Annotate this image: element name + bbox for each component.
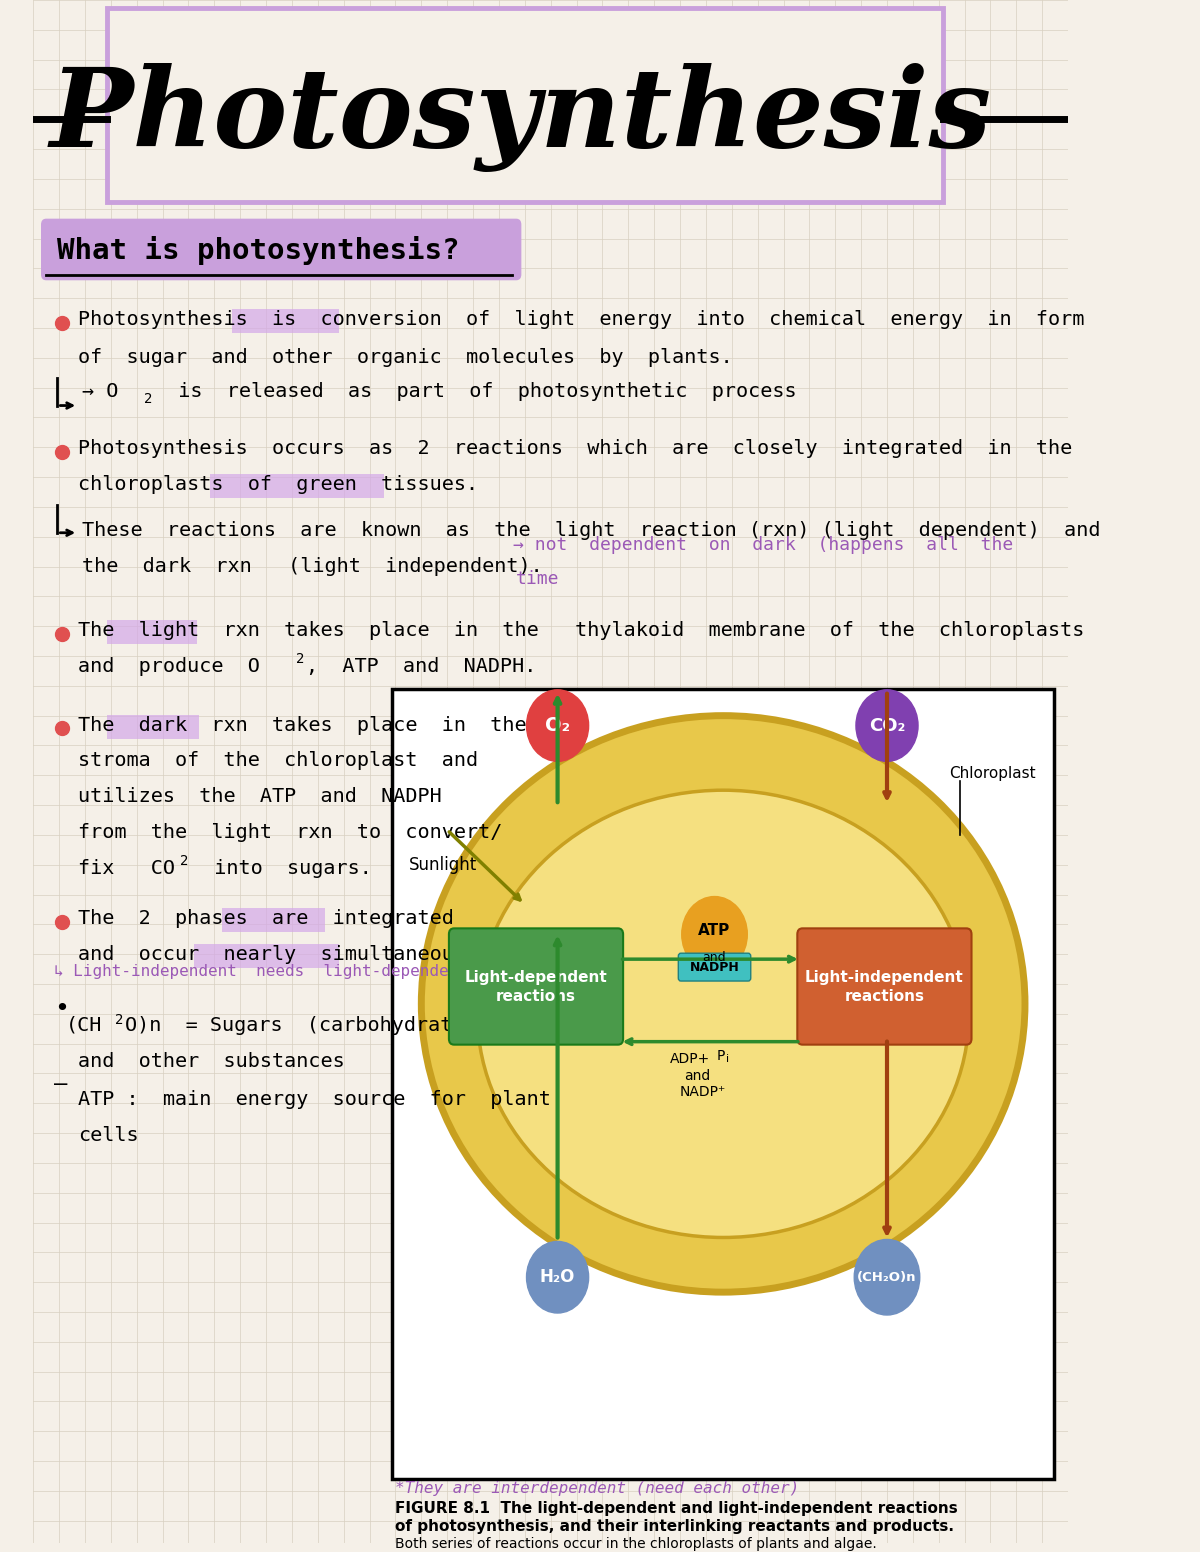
FancyBboxPatch shape	[108, 714, 199, 739]
Text: and: and	[684, 1068, 710, 1082]
Text: cells: cells	[78, 1127, 139, 1145]
Text: The  dark  rxn  takes  place  in  the: The dark rxn takes place in the	[78, 715, 527, 734]
Text: FIGURE 8.1  The light-dependent and light-independent reactions: FIGURE 8.1 The light-dependent and light…	[396, 1501, 958, 1516]
Text: ↳ Light-independent  needs  light-dependent: ↳ Light-independent needs light-dependen…	[54, 964, 468, 979]
Text: time: time	[516, 571, 559, 588]
Text: O₂: O₂	[545, 715, 570, 736]
Text: 2: 2	[180, 854, 188, 868]
Text: chloroplasts  of  green  tissues.: chloroplasts of green tissues.	[78, 475, 479, 494]
Text: into  sugars.: into sugars.	[191, 858, 372, 878]
Text: O)n  = Sugars  (carbohydrates: O)n = Sugars (carbohydrates	[125, 1017, 476, 1035]
Text: 2: 2	[115, 1013, 124, 1027]
FancyBboxPatch shape	[392, 689, 1055, 1479]
Text: ADP+: ADP+	[670, 1052, 710, 1066]
Text: and  occur  nearly  simultaneously: and occur nearly simultaneously	[78, 945, 491, 964]
FancyBboxPatch shape	[193, 944, 340, 968]
Text: → O: → O	[82, 382, 118, 400]
Text: –: –	[54, 1074, 94, 1094]
FancyBboxPatch shape	[222, 908, 325, 933]
Text: (CH: (CH	[66, 1017, 102, 1035]
Text: of  sugar  and  other  organic  molecules  by  plants.: of sugar and other organic molecules by …	[78, 348, 733, 366]
Text: Light-dependent
reactions: Light-dependent reactions	[464, 970, 607, 1004]
Text: ATP: ATP	[698, 923, 731, 937]
FancyBboxPatch shape	[233, 309, 340, 334]
Text: •: •	[54, 996, 68, 1021]
Circle shape	[854, 1240, 919, 1315]
Circle shape	[682, 897, 748, 972]
FancyBboxPatch shape	[797, 928, 972, 1044]
Text: of photosynthesis, and their interlinking reactants and products.: of photosynthesis, and their interlinkin…	[396, 1519, 954, 1533]
Circle shape	[527, 1242, 589, 1313]
Text: → not  dependent  on  dark  (happens  all  the: → not dependent on dark (happens all the	[512, 535, 1013, 554]
Text: (CH₂O)n: (CH₂O)n	[857, 1271, 917, 1284]
Text: The  light  rxn  takes  place  in  the   thylakoid  membrane  of  the  chloropla: The light rxn takes place in the thylako…	[78, 621, 1085, 641]
Text: These  reactions  are  known  as  the  light  reaction (rxn) (light  dependent) : These reactions are known as the light r…	[82, 521, 1100, 540]
Circle shape	[527, 689, 589, 762]
Text: and  produce  O: and produce O	[78, 656, 260, 677]
Text: The  2  phases  are  integrated: The 2 phases are integrated	[78, 909, 454, 928]
Text: ATP :  main  energy  source  for  plant: ATP : main energy source for plant	[78, 1091, 551, 1110]
Text: 2: 2	[144, 391, 152, 405]
Text: Photosynthesis  is  conversion  of  light  energy  into  chemical  energy  in  f: Photosynthesis is conversion of light en…	[78, 310, 1085, 329]
Text: P: P	[716, 1049, 725, 1063]
Text: fix   CO: fix CO	[78, 858, 175, 878]
Ellipse shape	[478, 790, 968, 1237]
Text: NADP⁺: NADP⁺	[680, 1085, 726, 1099]
Text: Light-independent
reactions: Light-independent reactions	[805, 970, 964, 1004]
Text: Photosynthesis: Photosynthesis	[49, 62, 991, 172]
Text: *They are interdependent (need each other): *They are interdependent (need each othe…	[396, 1481, 799, 1496]
Text: and  other  substances: and other substances	[78, 1052, 344, 1071]
Text: utilizes  the  ATP  and  NADPH: utilizes the ATP and NADPH	[78, 787, 442, 805]
Text: CO₂: CO₂	[869, 717, 905, 734]
Text: H₂O: H₂O	[540, 1268, 575, 1287]
Text: is  released  as  part  of  photosynthetic  process: is released as part of photosynthetic pr…	[154, 382, 797, 400]
FancyBboxPatch shape	[449, 928, 623, 1044]
FancyBboxPatch shape	[678, 953, 751, 981]
FancyBboxPatch shape	[108, 621, 197, 644]
FancyBboxPatch shape	[41, 219, 521, 281]
Text: the  dark  rxn   (light  independent).: the dark rxn (light independent).	[82, 557, 542, 576]
Ellipse shape	[421, 715, 1025, 1293]
Text: i: i	[726, 1054, 728, 1063]
Text: 2: 2	[296, 652, 305, 666]
Text: from  the  light  rxn  to  convert/: from the light rxn to convert/	[78, 823, 503, 843]
Text: What is photosynthesis?: What is photosynthesis?	[58, 236, 460, 265]
Text: Sunlight: Sunlight	[409, 855, 478, 874]
Text: and: and	[703, 951, 726, 964]
Circle shape	[856, 689, 918, 762]
FancyBboxPatch shape	[107, 8, 943, 202]
Text: NADPH: NADPH	[690, 961, 739, 973]
Text: Chloroplast: Chloroplast	[949, 765, 1036, 781]
Text: ,  ATP  and  NADPH.: , ATP and NADPH.	[306, 656, 536, 677]
Text: Both series of reactions occur in the chloroplasts of plants and algae.: Both series of reactions occur in the ch…	[396, 1536, 877, 1550]
FancyBboxPatch shape	[210, 473, 384, 498]
Text: stroma  of  the  chloroplast  and: stroma of the chloroplast and	[78, 751, 479, 770]
Text: Photosynthesis  occurs  as  2  reactions  which  are  closely  integrated  in  t: Photosynthesis occurs as 2 reactions whi…	[78, 439, 1073, 458]
